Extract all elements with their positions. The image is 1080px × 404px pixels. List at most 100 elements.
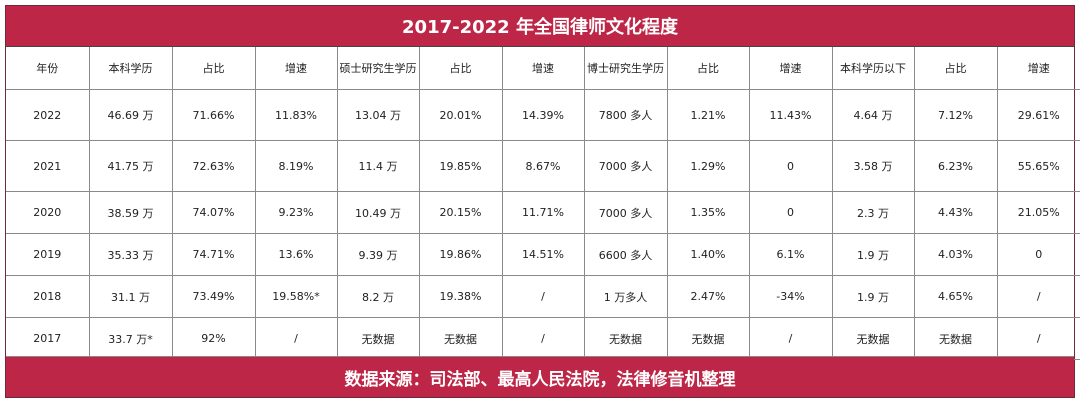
- cell-bachelor-share: 72.63%: [171, 140, 256, 192]
- cell-master-growth: /: [501, 317, 585, 360]
- cell-doctor-growth: 6.1%: [748, 233, 833, 276]
- cell-below-bachelor-share: 6.23%: [913, 140, 998, 192]
- table-row: 2022 46.69 万 71.66% 11.83% 13.04 万 20.01…: [6, 89, 1080, 141]
- table-row: 2021 41.75 万 72.63% 8.19% 11.4 万 19.85% …: [6, 140, 1080, 192]
- cell-below-bachelor: 1.9 万: [831, 275, 915, 318]
- cell-year: 2019: [6, 233, 90, 276]
- cell-below-bachelor-growth: 55.65%: [996, 140, 1080, 192]
- table-row: 2019 35.33 万 74.71% 13.6% 9.39 万 19.86% …: [6, 233, 1080, 276]
- header-doctor-growth: 增速: [748, 47, 833, 90]
- cell-doctor-growth: 0: [748, 140, 833, 192]
- cell-bachelor: 33.7 万*: [88, 317, 173, 360]
- cell-doctor: 无数据: [583, 317, 668, 360]
- cell-below-bachelor: 4.64 万: [831, 89, 915, 141]
- cell-doctor-share: 2.47%: [666, 275, 750, 318]
- header-bachelor-growth: 增速: [254, 47, 338, 90]
- cell-doctor: 7800 多人: [583, 89, 668, 141]
- cell-below-bachelor: 2.3 万: [831, 191, 915, 234]
- cell-master-growth: 11.71%: [501, 191, 585, 234]
- cell-bachelor-growth: 19.58%*: [254, 275, 338, 318]
- cell-bachelor-growth: 13.6%: [254, 233, 338, 276]
- header-master-growth: 增速: [501, 47, 585, 90]
- cell-master-growth: 14.39%: [501, 89, 585, 141]
- cell-below-bachelor-share: 无数据: [913, 317, 998, 360]
- cell-doctor-growth: /: [748, 317, 833, 360]
- table-row: 2017 33.7 万* 92% / 无数据 无数据 / 无数据 无数据 / 无…: [6, 317, 1080, 360]
- cell-below-bachelor-growth: 29.61%: [996, 89, 1080, 141]
- cell-bachelor: 46.69 万: [88, 89, 173, 141]
- cell-doctor-share: 无数据: [666, 317, 750, 360]
- cell-bachelor-share: 71.66%: [171, 89, 256, 141]
- cell-doctor: 7000 多人: [583, 140, 668, 192]
- cell-master-share: 20.15%: [418, 191, 503, 234]
- cell-master: 11.4 万: [336, 140, 420, 192]
- cell-below-bachelor-share: 4.03%: [913, 233, 998, 276]
- cell-doctor-growth: -34%: [748, 275, 833, 318]
- cell-master: 8.2 万: [336, 275, 420, 318]
- table-row: 2020 38.59 万 74.07% 9.23% 10.49 万 20.15%…: [6, 191, 1080, 234]
- header-below-bachelor-share: 占比: [913, 47, 998, 90]
- cell-master-share: 20.01%: [418, 89, 503, 141]
- table-title: 2017-2022 年全国律师文化程度: [6, 6, 1074, 47]
- cell-bachelor-share: 74.71%: [171, 233, 256, 276]
- cell-master: 9.39 万: [336, 233, 420, 276]
- header-below-bachelor-growth: 增速: [996, 47, 1080, 90]
- cell-bachelor-growth: 11.83%: [254, 89, 338, 141]
- cell-bachelor-growth: /: [254, 317, 338, 360]
- header-row: 年份 本科学历 占比 增速 硕士研究生学历 占比 增速 博士研究生学历 占比 增…: [6, 47, 1080, 90]
- cell-year: 2018: [6, 275, 90, 318]
- cell-doctor-share: 1.29%: [666, 140, 750, 192]
- cell-bachelor-share: 74.07%: [171, 191, 256, 234]
- cell-master-share: 19.85%: [418, 140, 503, 192]
- header-bachelor: 本科学历: [88, 47, 173, 90]
- education-data-table: 年份 本科学历 占比 增速 硕士研究生学历 占比 增速 博士研究生学历 占比 增…: [6, 47, 1080, 360]
- cell-doctor-share: 1.40%: [666, 233, 750, 276]
- cell-below-bachelor: 3.58 万: [831, 140, 915, 192]
- cell-below-bachelor-share: 4.65%: [913, 275, 998, 318]
- source-footer: 数据来源：司法部、最高人民法院，法律修音机整理: [6, 356, 1074, 397]
- cell-master-share: 19.86%: [418, 233, 503, 276]
- cell-below-bachelor-growth: 21.05%: [996, 191, 1080, 234]
- cell-master: 10.49 万: [336, 191, 420, 234]
- cell-master: 13.04 万: [336, 89, 420, 141]
- cell-year: 2020: [6, 191, 90, 234]
- cell-below-bachelor-share: 4.43%: [913, 191, 998, 234]
- cell-master: 无数据: [336, 317, 420, 360]
- header-master: 硕士研究生学历: [336, 47, 420, 90]
- header-doctor-share: 占比: [666, 47, 750, 90]
- header-master-share: 占比: [418, 47, 503, 90]
- cell-doctor-share: 1.21%: [666, 89, 750, 141]
- cell-bachelor: 31.1 万: [88, 275, 173, 318]
- cell-below-bachelor-growth: 0: [996, 233, 1080, 276]
- cell-year: 2022: [6, 89, 90, 141]
- cell-bachelor: 38.59 万: [88, 191, 173, 234]
- cell-year: 2021: [6, 140, 90, 192]
- cell-doctor-growth: 0: [748, 191, 833, 234]
- cell-doctor: 1 万多人: [583, 275, 668, 318]
- table-row: 2018 31.1 万 73.49% 19.58%* 8.2 万 19.38% …: [6, 275, 1080, 318]
- cell-year: 2017: [6, 317, 90, 360]
- cell-bachelor-share: 73.49%: [171, 275, 256, 318]
- cell-below-bachelor: 无数据: [831, 317, 915, 360]
- cell-bachelor-share: 92%: [171, 317, 256, 360]
- header-below-bachelor: 本科学历以下: [831, 47, 915, 90]
- cell-master-growth: 8.67%: [501, 140, 585, 192]
- cell-below-bachelor-growth: /: [996, 275, 1080, 318]
- cell-doctor: 6600 多人: [583, 233, 668, 276]
- cell-master-share: 19.38%: [418, 275, 503, 318]
- cell-bachelor-growth: 8.19%: [254, 140, 338, 192]
- education-table-card: 2017-2022 年全国律师文化程度 年份 本科学历 占比 增速 硕士研究生学…: [5, 5, 1080, 398]
- cell-master-growth: /: [501, 275, 585, 318]
- cell-bachelor: 35.33 万: [88, 233, 173, 276]
- cell-doctor-growth: 11.43%: [748, 89, 833, 141]
- cell-below-bachelor-share: 7.12%: [913, 89, 998, 141]
- cell-bachelor-growth: 9.23%: [254, 191, 338, 234]
- cell-doctor-share: 1.35%: [666, 191, 750, 234]
- header-doctor: 博士研究生学历: [583, 47, 668, 90]
- cell-below-bachelor: 1.9 万: [831, 233, 915, 276]
- cell-master-growth: 14.51%: [501, 233, 585, 276]
- cell-below-bachelor-growth: /: [996, 317, 1080, 360]
- header-year: 年份: [6, 47, 90, 90]
- cell-master-share: 无数据: [418, 317, 503, 360]
- cell-bachelor: 41.75 万: [88, 140, 173, 192]
